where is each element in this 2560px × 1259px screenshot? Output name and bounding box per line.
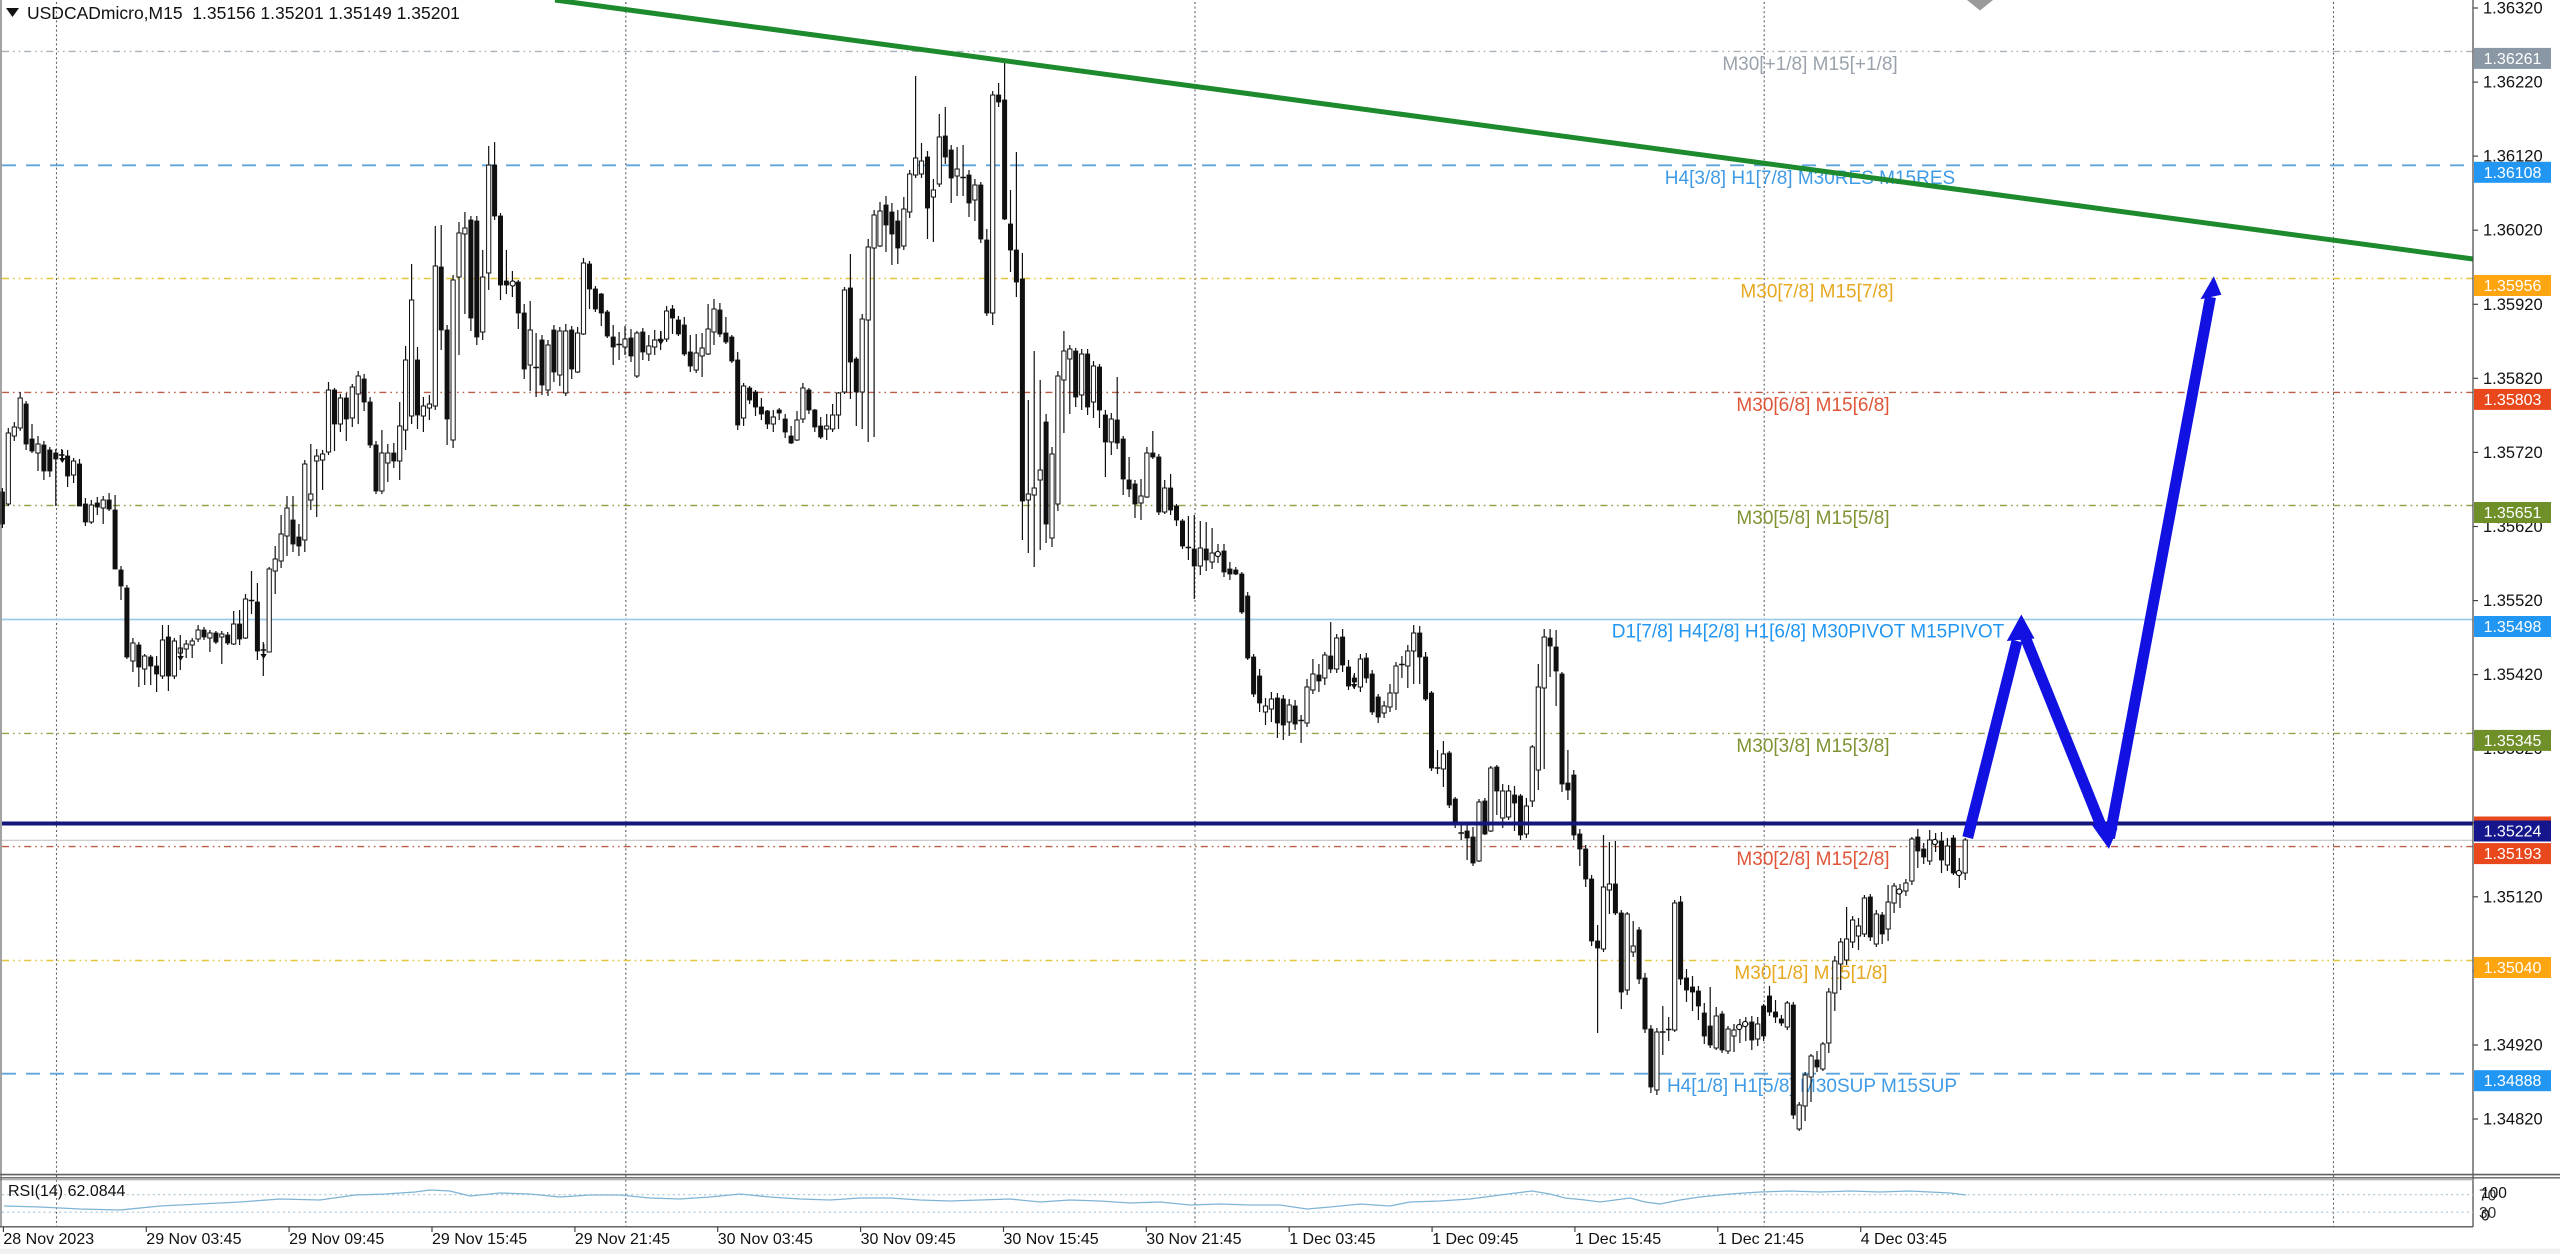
svg-text:29 Nov 21:45: 29 Nov 21:45	[575, 1231, 670, 1248]
svg-text:RSI(14) 62.0844: RSI(14) 62.0844	[8, 1183, 126, 1200]
svg-text:29 Nov 09:45: 29 Nov 09:45	[289, 1231, 384, 1248]
svg-text:M30[7/8] M15[7/8]: M30[7/8] M15[7/8]	[1740, 282, 1893, 303]
svg-text:1.34888: 1.34888	[2484, 1073, 2542, 1090]
svg-text:1.35956: 1.35956	[2484, 278, 2542, 295]
svg-text:1 Dec 21:45: 1 Dec 21:45	[1718, 1231, 1804, 1248]
svg-text:1.34920: 1.34920	[2483, 1037, 2543, 1055]
svg-text:1.35224: 1.35224	[2484, 824, 2542, 841]
svg-text:D1[7/8] H4[2/8] H1[6/8] M30PIV: D1[7/8] H4[2/8] H1[6/8] M30PIVOT M15PIVO…	[1612, 622, 2005, 643]
svg-text:1.36261: 1.36261	[2484, 51, 2542, 68]
svg-text:M30[6/8] M15[6/8]: M30[6/8] M15[6/8]	[1736, 395, 1889, 416]
svg-text:1.35820: 1.35820	[2483, 370, 2543, 388]
svg-text:29 Nov 15:45: 29 Nov 15:45	[432, 1231, 527, 1248]
svg-text:1.35193: 1.35193	[2484, 846, 2542, 863]
svg-text:1.35420: 1.35420	[2483, 666, 2543, 684]
svg-text:28 Nov 2023: 28 Nov 2023	[3, 1231, 94, 1248]
svg-text:M30[3/8] M15[3/8]: M30[3/8] M15[3/8]	[1736, 736, 1889, 757]
svg-text:1.36108: 1.36108	[2484, 165, 2542, 182]
svg-text:1.35345: 1.35345	[2484, 733, 2542, 750]
svg-text:4 Dec 03:45: 4 Dec 03:45	[1861, 1231, 1947, 1248]
svg-text:1.35040: 1.35040	[2484, 960, 2542, 977]
svg-text:0: 0	[2481, 1208, 2490, 1225]
svg-text:1 Dec 15:45: 1 Dec 15:45	[1575, 1231, 1661, 1248]
svg-text:1.35920: 1.35920	[2483, 296, 2543, 314]
svg-text:1.35651: 1.35651	[2484, 505, 2542, 522]
svg-text:1.35498: 1.35498	[2484, 619, 2542, 636]
svg-text:30 Nov 21:45: 30 Nov 21:45	[1146, 1231, 1241, 1248]
svg-text:1.36220: 1.36220	[2483, 74, 2543, 92]
svg-text:1.36320: 1.36320	[2483, 0, 2543, 18]
svg-text:1 Dec 09:45: 1 Dec 09:45	[1432, 1231, 1518, 1248]
svg-text:30 Nov 15:45: 30 Nov 15:45	[1004, 1231, 1099, 1248]
svg-text:30 Nov 03:45: 30 Nov 03:45	[718, 1231, 813, 1248]
svg-text:1.35120: 1.35120	[2483, 888, 2543, 906]
svg-text:1.35803: 1.35803	[2484, 392, 2542, 409]
svg-text:H4[1/8] H1[5/8] M30SUP M15SUP: H4[1/8] H1[5/8] M30SUP M15SUP	[1667, 1076, 1957, 1097]
svg-text:M30[1/8] M15[1/8]: M30[1/8] M15[1/8]	[1734, 963, 1887, 984]
svg-text:30 Nov 09:45: 30 Nov 09:45	[861, 1231, 956, 1248]
svg-text:M30[+1/8] M15[+1/8]: M30[+1/8] M15[+1/8]	[1722, 54, 1897, 75]
svg-text:USDCADmicro,M15 1.35156 1.352: USDCADmicro,M15 1.35156 1.35201 1.35149 …	[27, 3, 460, 23]
svg-text:29 Nov 03:45: 29 Nov 03:45	[146, 1231, 241, 1248]
svg-text:M30[5/8] M15[5/8]: M30[5/8] M15[5/8]	[1736, 508, 1889, 529]
svg-text:1.34820: 1.34820	[2483, 1111, 2543, 1129]
svg-text:1 Dec 03:45: 1 Dec 03:45	[1289, 1231, 1375, 1248]
svg-text:1.35520: 1.35520	[2483, 592, 2543, 610]
svg-text:1.35720: 1.35720	[2483, 444, 2543, 462]
svg-text:1.36020: 1.36020	[2483, 222, 2543, 240]
svg-text:M30[2/8] M15[2/8]: M30[2/8] M15[2/8]	[1736, 849, 1889, 870]
svg-text:100: 100	[2481, 1185, 2507, 1202]
